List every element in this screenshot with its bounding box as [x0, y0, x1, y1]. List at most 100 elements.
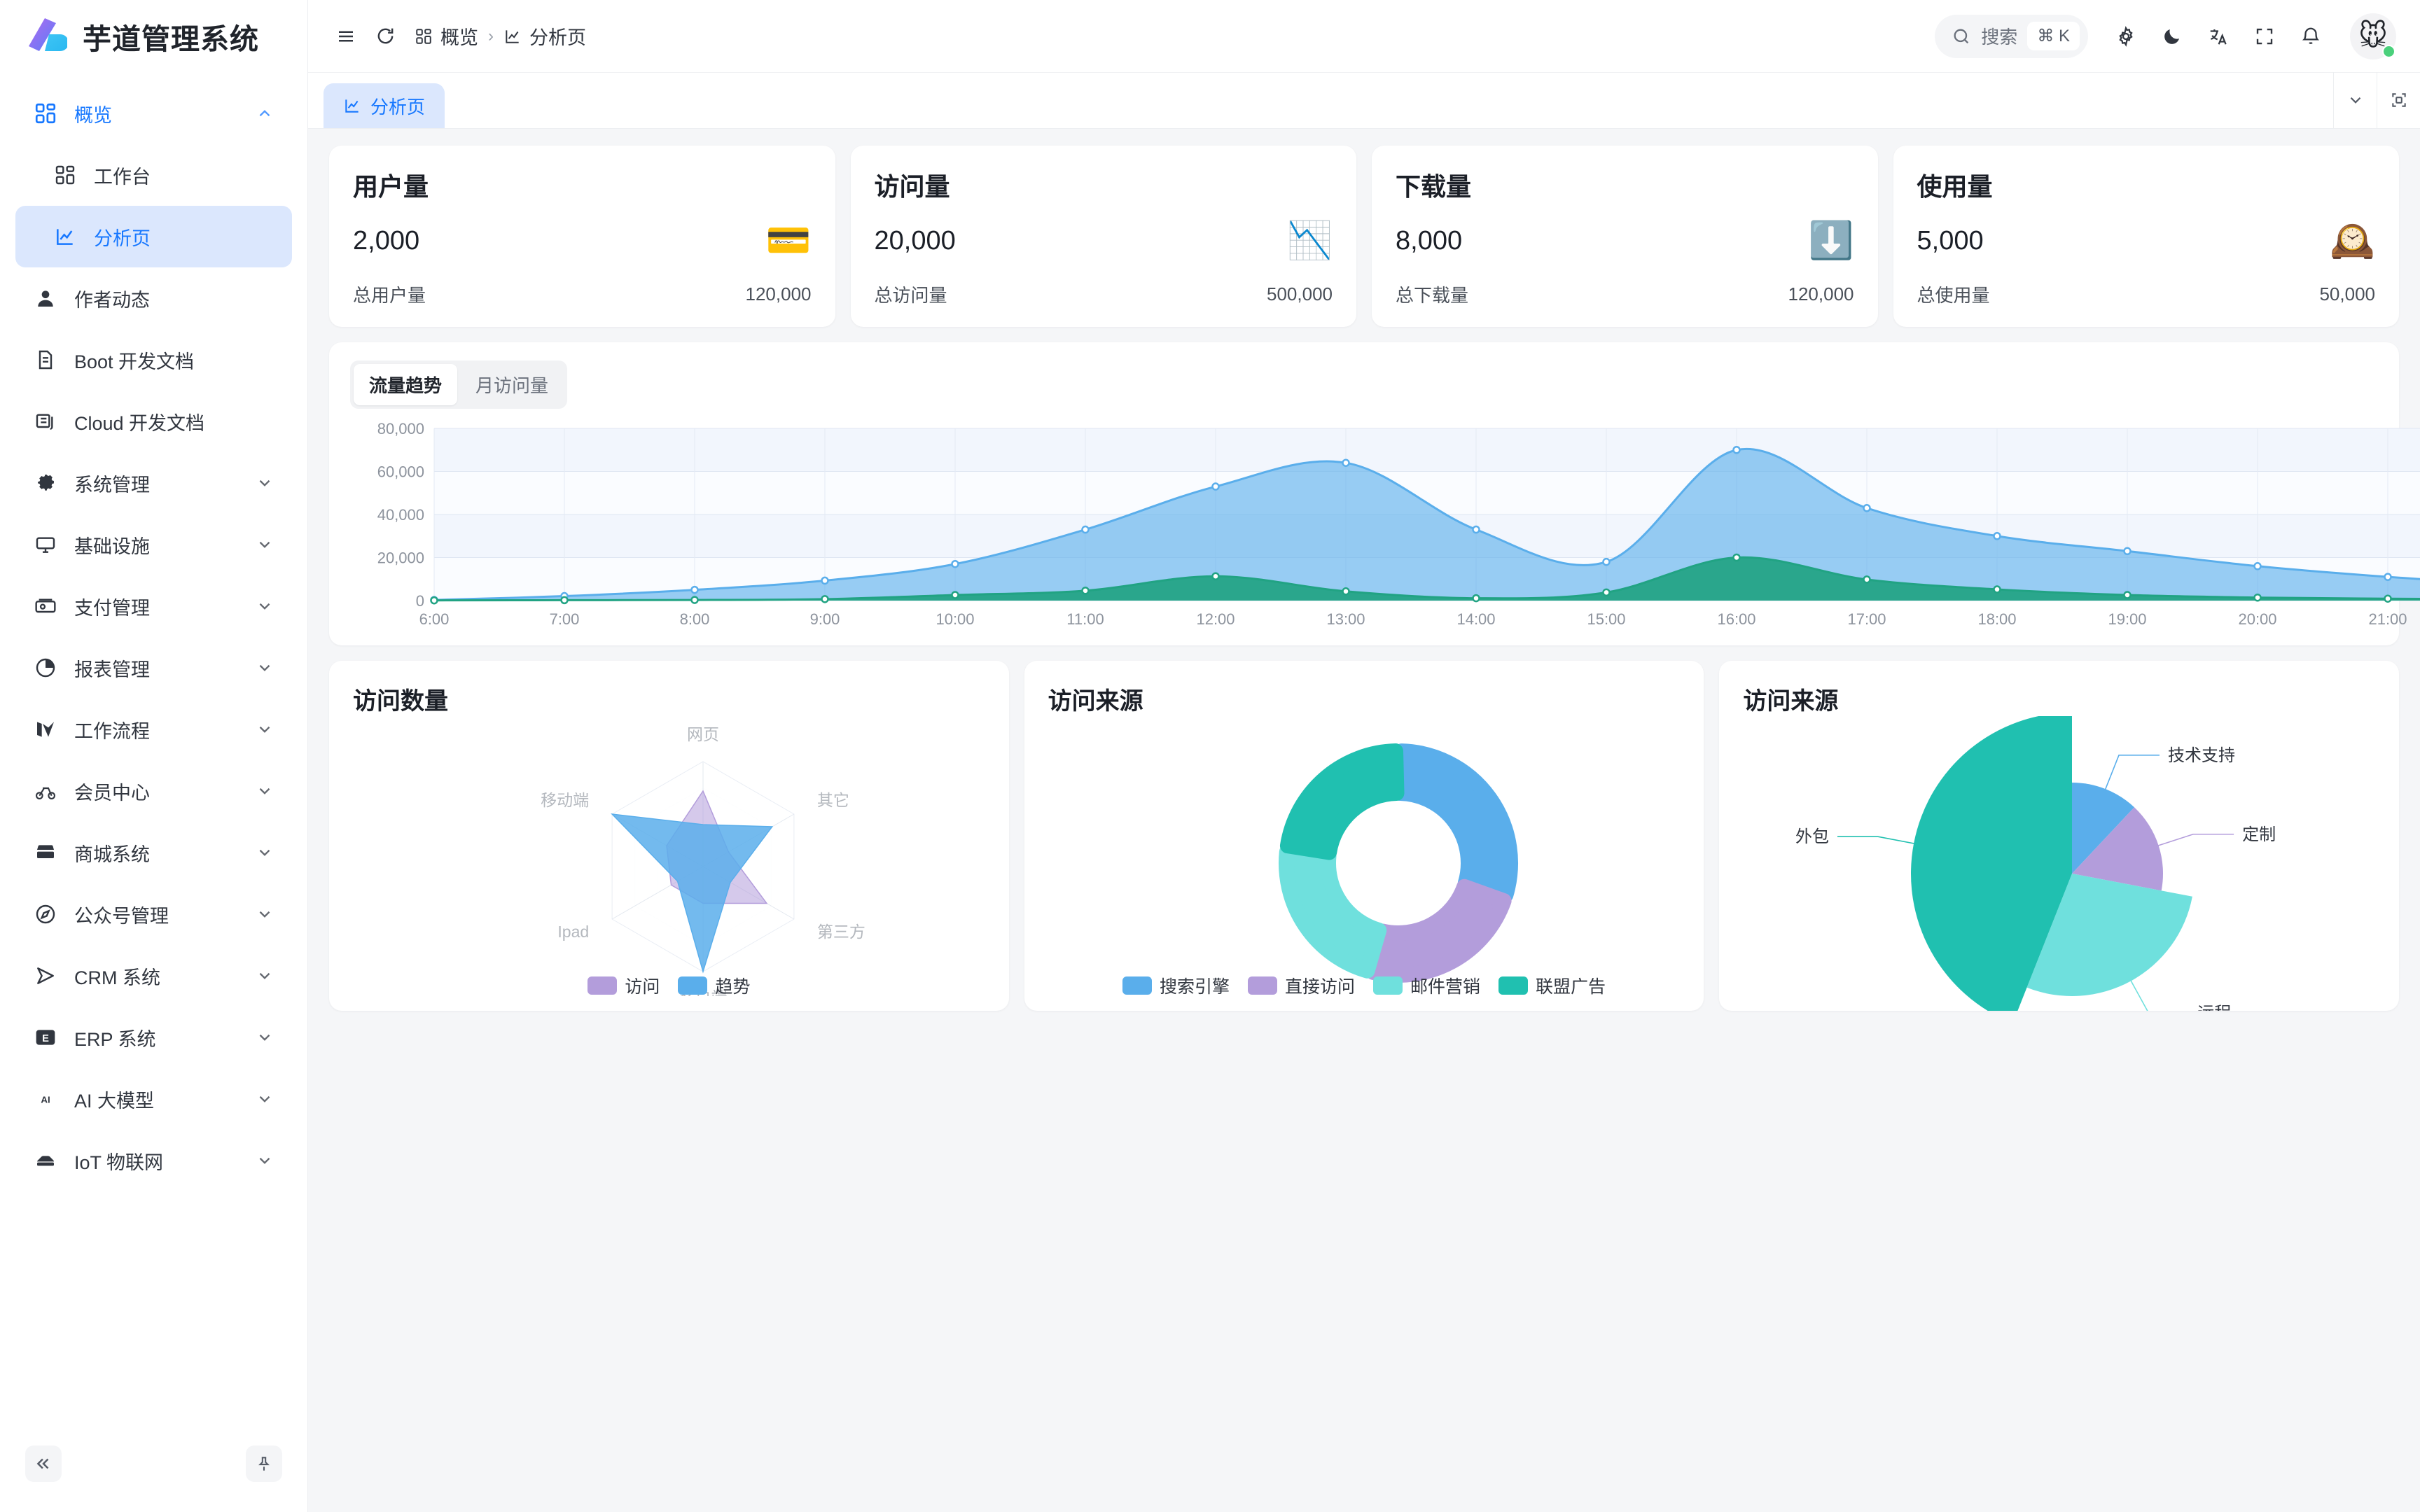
trend-chart-svg: 0 20,000 40,000 60,000 80,000 6:00 7:00 8:00 9:0… [377, 423, 2420, 628]
app-title: 芋道管理系统 [83, 23, 259, 55]
settings-button[interactable] [2106, 17, 2146, 56]
refresh-button[interactable] [366, 17, 405, 56]
chevron-down-icon[interactable] [254, 1027, 275, 1048]
stat-cards: 用户量 2,000 💳 总用户量 120,000 访问量 20,000 📉 [329, 146, 2399, 327]
sidebar-item-label: 会员中心 [74, 782, 150, 804]
sidebar-item-cloud-docs[interactable]: Cloud 开发文档 [15, 391, 292, 452]
sidebar-item-workbench[interactable]: 工作台 [15, 144, 292, 206]
sidebar-item-mall-system[interactable]: 商城系统 [15, 822, 292, 883]
chevron-up-icon[interactable] [254, 103, 275, 124]
sidebar-item-infrastructure[interactable]: 基础设施 [15, 514, 292, 575]
refresh-icon [375, 26, 396, 46]
sidebar-item-boot-docs[interactable]: Boot 开发文档 [15, 329, 292, 391]
grid-icon [415, 27, 433, 46]
chevron-down-icon[interactable] [254, 842, 275, 863]
sidebar-item-report-management[interactable]: 报表管理 [15, 637, 292, 699]
sidebar-item-label: 支付管理 [74, 597, 150, 619]
breadcrumb-label: 分析页 [529, 27, 586, 48]
stat-total-label: 总访问量 [874, 285, 947, 306]
breadcrumb-item-analysis[interactable]: 分析页 [503, 22, 586, 50]
tabbar-maximize-button[interactable] [2377, 72, 2420, 128]
legend-label: 直接访问 [1284, 977, 1355, 997]
breadcrumb-item-overview[interactable]: 概览 [415, 22, 478, 50]
fullscreen-button[interactable] [2245, 17, 2284, 56]
legend-item[interactable]: 直接访问 [1247, 973, 1355, 998]
chevron-down-icon[interactable] [254, 719, 275, 740]
notifications-button[interactable] [2291, 17, 2330, 56]
tab-analysis[interactable]: 分析页 [324, 83, 445, 128]
chevron-down-icon[interactable] [254, 657, 275, 678]
chevron-down-icon[interactable] [254, 472, 275, 493]
sidebar-item-ai-model[interactable]: AI AI 大模型 [15, 1068, 292, 1130]
stat-total-label: 总下载量 [1396, 285, 1469, 306]
svg-text:18:00: 18:00 [1977, 610, 2016, 628]
stat-card-users: 用户量 2,000 💳 总用户量 120,000 [329, 146, 835, 327]
legend-swatch [1373, 976, 1403, 995]
tabbar-more-button[interactable] [2333, 72, 2377, 128]
trend-chart[interactable]: 0 20,000 40,000 60,000 80,000 6:00 7:00 8:00 9:0… [350, 423, 2420, 633]
sidebar-item-payment-management[interactable]: 支付管理 [15, 575, 292, 637]
sidebar-item-iot[interactable]: IoT 物联网 [15, 1130, 292, 1191]
avatar[interactable]: 🐭 [2350, 13, 2396, 59]
pin-sidebar-button[interactable] [246, 1446, 282, 1482]
collapse-sidebar-button[interactable] [25, 1446, 62, 1482]
stat-value: 8,000 [1396, 225, 1463, 255]
chevron-down-icon[interactable] [254, 1088, 275, 1110]
radar-card: 访问数量 网页其它第三方客户端Ipad移动端 访问 趋势 [329, 661, 1009, 1011]
document-icon [32, 346, 59, 373]
trend-tab-traffic[interactable]: 流量趋势 [354, 364, 458, 405]
search-button[interactable]: 搜索 ⌘ K [1935, 14, 2088, 58]
app-logo-icon [24, 15, 67, 58]
server-icon [32, 1147, 59, 1174]
card-title: 访问数量 [353, 688, 448, 715]
main-column: 概览 › 分析页 搜索 ⌘ K [308, 0, 2420, 1512]
legend-label: 搜索引擎 [1159, 977, 1230, 997]
sidebar-item-official-account[interactable]: 公众号管理 [15, 883, 292, 945]
donut-legend: 搜索引擎 直接访问 邮件营销 联盟广告 [1024, 973, 1704, 998]
legend-item[interactable]: 邮件营销 [1373, 973, 1480, 998]
legend-swatch [1498, 976, 1529, 995]
chevron-down-icon[interactable] [254, 1150, 275, 1171]
chevron-down-icon[interactable] [254, 965, 275, 986]
sidebar-item-member-center[interactable]: 会员中心 [15, 760, 292, 822]
sidebar-item-erp-system[interactable]: E ERP 系统 [15, 1007, 292, 1068]
chevron-down-icon[interactable] [254, 780, 275, 802]
legend-item[interactable]: 趋势 [678, 973, 750, 998]
svg-text:16:00: 16:00 [1717, 610, 1755, 628]
sidebar-item-overview[interactable]: 概览 [15, 83, 292, 144]
dark-mode-button[interactable] [2153, 17, 2192, 56]
sidebar-item-workflow[interactable]: 工作流程 [15, 699, 292, 760]
sidebar: 芋道管理系统 概览 工作台 分析页 作者动态 Boot [0, 0, 308, 1512]
legend-item[interactable]: 联盟广告 [1498, 973, 1606, 998]
sidebar-item-author-news[interactable]: 作者动态 [15, 267, 292, 329]
sidebar-item-system-management[interactable]: 系统管理 [15, 452, 292, 514]
user-icon [32, 285, 59, 312]
legend-item[interactable]: 搜索引擎 [1122, 973, 1230, 998]
fullscreen-icon [2254, 26, 2275, 47]
radar-chart-svg[interactable]: 网页其它第三方客户端Ipad移动端 [353, 716, 1009, 996]
sidebar-item-analysis[interactable]: 分析页 [15, 206, 292, 267]
svg-text:80,000: 80,000 [377, 423, 424, 438]
sidebar-item-label: 分析页 [94, 227, 151, 249]
svg-text:20,000: 20,000 [377, 550, 424, 567]
pin-icon [255, 1455, 273, 1473]
hamburger-menu-button[interactable] [326, 17, 366, 56]
chevron-down-icon[interactable] [254, 596, 275, 617]
legend-item[interactable]: 访问 [587, 973, 660, 998]
sidebar-item-crm-system[interactable]: CRM 系统 [15, 945, 292, 1007]
svg-text:8:00: 8:00 [680, 610, 710, 628]
rose-chart-svg[interactable]: 技术支持定制远程 外包 [1743, 716, 2399, 1011]
sidebar-logo[interactable]: 芋道管理系统 [0, 0, 307, 73]
chevron-down-icon[interactable] [254, 534, 275, 555]
chevron-down-icon[interactable] [254, 904, 275, 925]
svg-text:10:00: 10:00 [936, 610, 974, 628]
svg-text:第三方: 第三方 [817, 923, 865, 941]
svg-text:11:00: 11:00 [1066, 610, 1104, 628]
legend-swatch [587, 976, 618, 995]
donut-chart-svg[interactable] [1048, 716, 1704, 996]
stat-mid: 8,000 ⬇️ [1396, 223, 1854, 259]
language-button[interactable] [2199, 17, 2238, 56]
trend-tab-monthly[interactable]: 月访问量 [475, 375, 549, 396]
svg-text:AI: AI [41, 1094, 50, 1105]
svg-text:技术支持: 技术支持 [2168, 746, 2235, 765]
